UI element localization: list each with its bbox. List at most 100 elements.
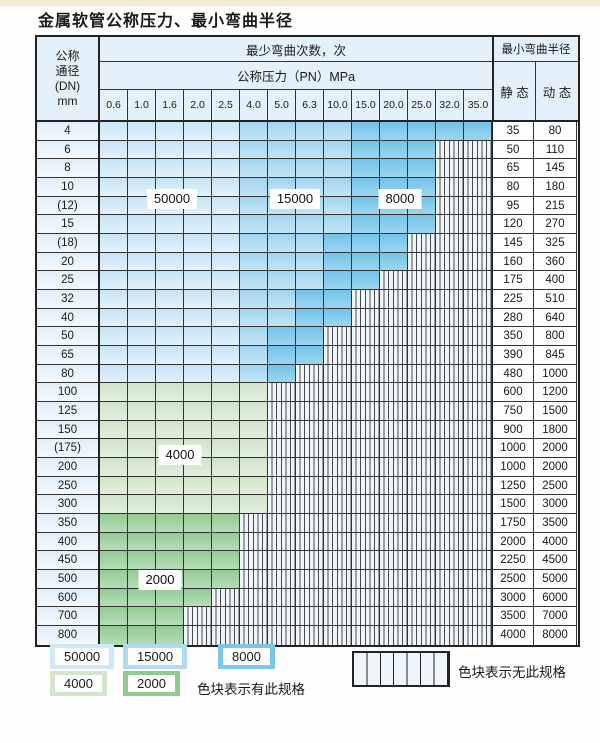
no-spec-cell (464, 364, 492, 384)
no-spec-cell (436, 364, 464, 384)
no-spec-cell (464, 588, 492, 608)
spec-cell (352, 159, 380, 179)
table-row: 20 160 360 (37, 252, 578, 272)
dn-cell: 8 (37, 159, 100, 179)
spec-cell (156, 514, 184, 533)
spec-cell (128, 495, 156, 515)
no-spec-cell (352, 346, 380, 365)
header-dn-line: mm (57, 93, 78, 108)
table-row: 125 750 1500 (37, 402, 578, 421)
spec-cell (212, 122, 240, 141)
no-spec-cell (324, 588, 352, 608)
no-spec-cell (408, 402, 436, 421)
no-spec-cell (436, 327, 464, 347)
spec-cell (128, 402, 156, 421)
no-spec-cell (380, 514, 408, 533)
no-spec-cell (464, 159, 492, 179)
spec-cell (268, 234, 296, 253)
no-spec-cell (324, 402, 352, 421)
dynamic-radius-cell: 1500 (534, 402, 577, 421)
dn-cell: 350 (37, 514, 100, 533)
spec-cell (212, 514, 240, 533)
dynamic-radius-cell: 640 (534, 308, 577, 328)
header-dn-line: (DN) (54, 78, 81, 93)
no-spec-cell (240, 588, 268, 608)
spec-cell (184, 532, 212, 552)
cycle-count-label: 8000 (378, 189, 422, 209)
spec-cell (408, 159, 436, 179)
spec-cell (100, 290, 128, 309)
spec-cell (352, 196, 380, 216)
spec-cell (212, 383, 240, 403)
static-radius-cell: 480 (492, 364, 534, 384)
spec-cell (240, 346, 268, 365)
spec-cell (100, 234, 128, 253)
pressure-column-headers: 0.6 1.0 1.6 2.0 2.5 4.0 5.0 6.3 10.0 15.0 20.0 25.0… (100, 90, 492, 120)
spec-cell (100, 196, 128, 216)
no-spec-cell (352, 551, 380, 571)
no-spec-cell (380, 476, 408, 496)
no-spec-cell (464, 290, 492, 309)
spec-cell (324, 252, 352, 272)
spec-cell (184, 234, 212, 253)
spec-cell (100, 439, 128, 459)
spec-cell (212, 458, 240, 477)
spec-cell (156, 140, 184, 160)
spec-cell (128, 607, 156, 627)
spec-cell (156, 402, 184, 421)
spec-cell (184, 122, 212, 141)
no-spec-cell (268, 383, 296, 403)
spec-cell (240, 439, 268, 459)
spec-cell (184, 570, 212, 589)
no-spec-cell (296, 626, 324, 645)
table-row: 400 2000 4000 (37, 532, 578, 552)
spec-cell (184, 308, 212, 328)
no-spec-cell (436, 532, 464, 552)
spec-cell (100, 532, 128, 552)
no-spec-cell (436, 252, 464, 272)
no-spec-cell (436, 514, 464, 533)
no-spec-cell (296, 476, 324, 496)
static-radius-cell: 2500 (492, 570, 534, 589)
spec-cell (128, 514, 156, 533)
static-radius-cell: 225 (492, 290, 534, 309)
no-spec-cell (324, 551, 352, 571)
spec-cell (408, 140, 436, 160)
dn-cell: 10 (37, 178, 100, 197)
spec-cell (100, 476, 128, 496)
spec-cell (184, 159, 212, 179)
table-row: 4 35 80 (37, 122, 578, 141)
no-spec-cell (324, 626, 352, 645)
no-spec-cell (380, 383, 408, 403)
no-spec-cell (464, 458, 492, 477)
legend-chip-label: 8000 (223, 648, 270, 665)
static-radius-cell: 1500 (492, 495, 534, 515)
no-spec-cell (324, 532, 352, 552)
spec-cell (240, 308, 268, 328)
no-spec-cell (408, 607, 436, 627)
no-spec-cell (408, 383, 436, 403)
no-spec-cell (408, 290, 436, 309)
no-spec-cell (408, 532, 436, 552)
spec-cell (324, 271, 352, 291)
no-spec-cell (268, 458, 296, 477)
pressure-col-header: 35.0 (467, 99, 489, 111)
no-spec-cell (352, 626, 380, 645)
dn-cell: 600 (37, 588, 100, 608)
spec-cell (212, 196, 240, 216)
spec-cell (184, 495, 212, 515)
page-top-strip (0, 0, 600, 6)
static-radius-cell: 95 (492, 196, 534, 216)
no-spec-cell (324, 346, 352, 365)
spec-cell (156, 252, 184, 272)
spec-cell (296, 290, 324, 309)
spec-cell (184, 551, 212, 571)
no-spec-cell (268, 626, 296, 645)
no-spec-cell (324, 476, 352, 496)
dynamic-radius-cell: 4000 (534, 532, 577, 552)
header-dn-line: 通径 (55, 63, 80, 78)
dn-cell: 65 (37, 346, 100, 365)
dynamic-radius-cell: 3500 (534, 514, 577, 533)
no-spec-cell (464, 234, 492, 253)
